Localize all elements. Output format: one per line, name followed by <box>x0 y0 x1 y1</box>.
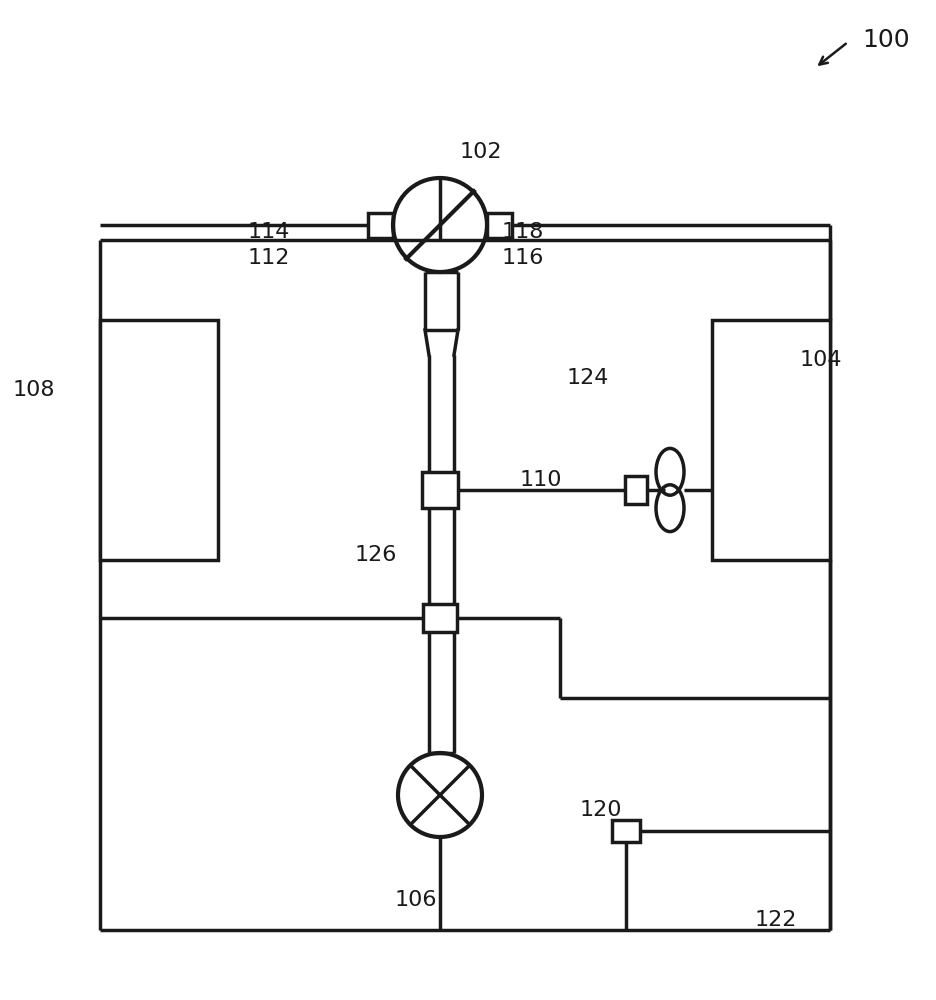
Text: 104: 104 <box>799 350 841 370</box>
Text: 126: 126 <box>355 545 397 565</box>
Bar <box>711 320 829 560</box>
Bar <box>368 213 392 237</box>
Text: 122: 122 <box>754 910 797 930</box>
Text: 108: 108 <box>12 380 55 400</box>
Text: 100: 100 <box>861 28 909 52</box>
Text: 118: 118 <box>502 222 544 242</box>
Text: 106: 106 <box>394 890 437 910</box>
Text: 124: 124 <box>566 368 608 388</box>
Text: 116: 116 <box>502 248 544 268</box>
Bar <box>422 604 457 632</box>
Text: 112: 112 <box>247 248 289 268</box>
Bar <box>611 820 639 842</box>
Bar <box>624 476 647 504</box>
Bar <box>421 472 458 508</box>
Text: 114: 114 <box>247 222 289 242</box>
Bar <box>487 213 511 237</box>
Text: 120: 120 <box>579 800 622 820</box>
Bar <box>100 320 218 560</box>
Text: 102: 102 <box>460 142 502 162</box>
Text: 110: 110 <box>519 470 562 490</box>
